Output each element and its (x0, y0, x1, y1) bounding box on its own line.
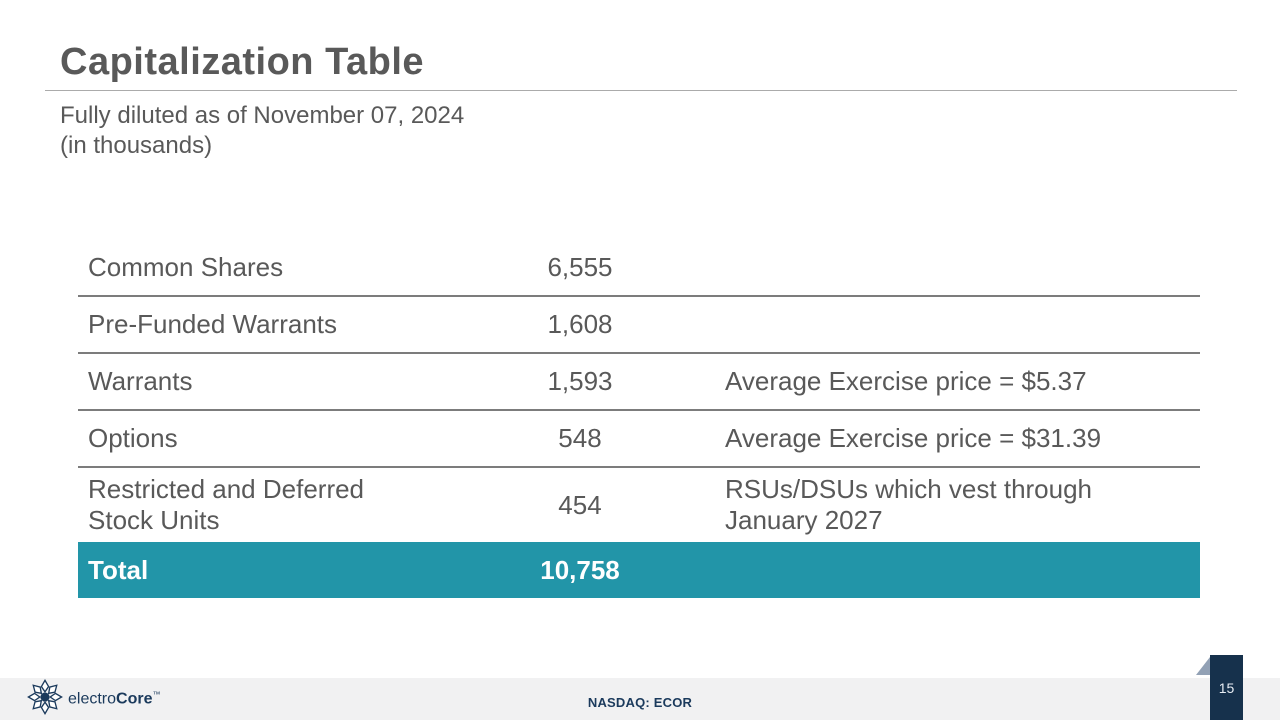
row-value: 548 (558, 423, 602, 453)
row-label: Restricted and Deferred Stock Units (88, 474, 365, 535)
electrocore-logo: electroCore™ (26, 678, 161, 720)
table-row: Warrants 1,593 Average Exercise price = … (78, 354, 1200, 411)
row-note: Average Exercise price = $31.39 (725, 423, 1102, 453)
table-row: Restricted and Deferred Stock Units 454 … (78, 468, 1200, 542)
row-label: Warrants (88, 366, 193, 396)
footer-band (0, 678, 1280, 720)
row-note (725, 252, 1200, 283)
page-corner-fold (1196, 657, 1210, 675)
slide-subtitle: Fully diluted as of November 07, 2024 (i… (60, 101, 464, 161)
row-note: RSUs/DSUs which vest through January 202… (725, 474, 1093, 535)
row-note (725, 309, 1200, 340)
row-label: Options (88, 423, 178, 453)
row-note: Average Exercise price = $5.37 (725, 366, 1087, 396)
total-label: Total (88, 554, 149, 585)
row-value: 6,555 (547, 252, 613, 282)
title-divider (45, 90, 1237, 91)
subtitle-line-1: Fully diluted as of November 07, 2024 (60, 102, 465, 129)
row-value: 1,593 (547, 366, 613, 396)
table-total-row: Total 10,758 (78, 542, 1200, 598)
row-value: 1,608 (547, 309, 613, 339)
subtitle-line-2: (in thousands) (60, 132, 213, 159)
ticker-label: NASDAQ: ECOR (587, 695, 693, 710)
table-row: Options 548 Average Exercise price = $31… (78, 411, 1200, 468)
table-row: Pre-Funded Warrants 1,608 (78, 297, 1200, 354)
page-number: 15 (1218, 679, 1235, 696)
total-value: 10,758 (540, 554, 620, 585)
row-label: Common Shares (88, 252, 284, 282)
row-label: Pre-Funded Warrants (88, 309, 338, 339)
trademark-symbol: ™ (152, 689, 161, 699)
page-title: Capitalization Table (60, 41, 425, 83)
page-number-badge: 15 (1210, 655, 1243, 720)
starburst-flower-icon (26, 678, 64, 720)
logo-wordmark: electroCore™ (68, 689, 161, 708)
capitalization-table: Common Shares 6,555 Pre-Funded Warrants … (78, 240, 1200, 598)
table-row: Common Shares 6,555 (78, 240, 1200, 297)
row-value: 454 (558, 489, 602, 520)
